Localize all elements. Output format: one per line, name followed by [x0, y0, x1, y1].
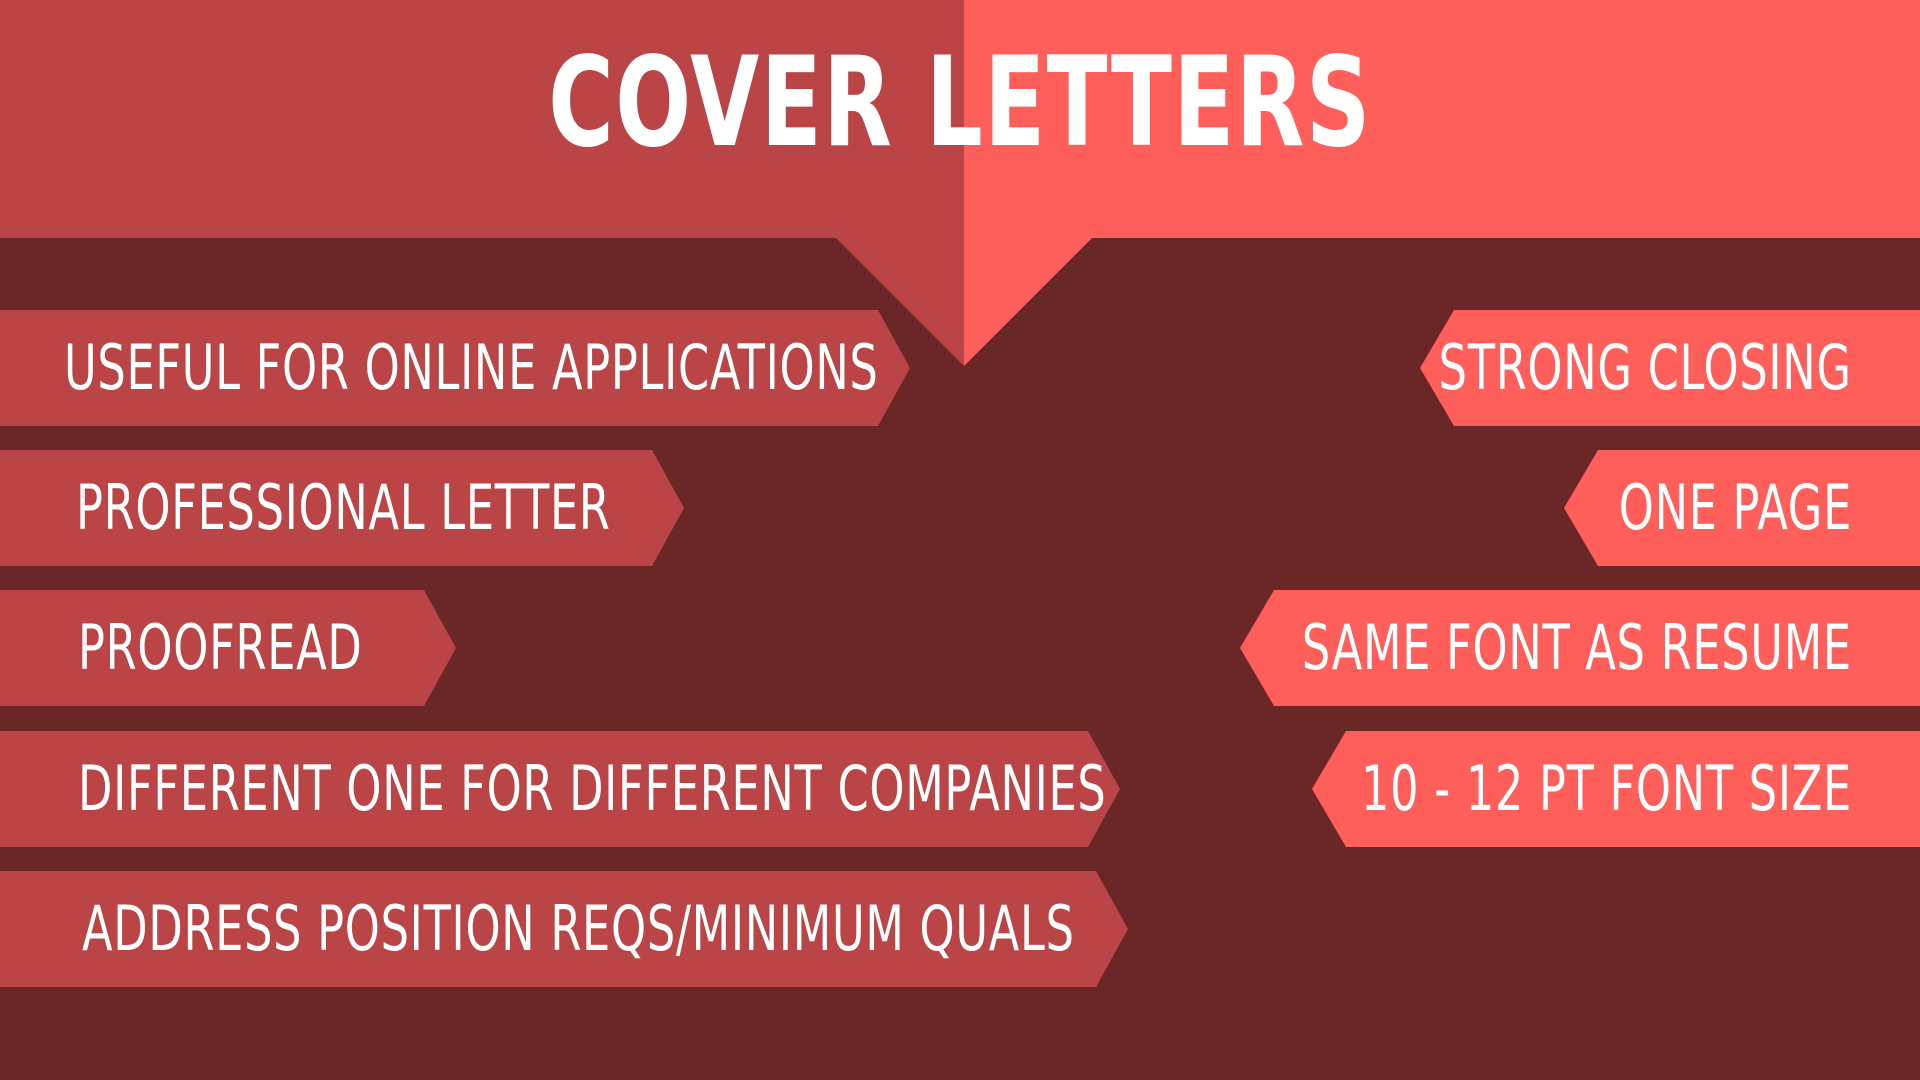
left-item-label: PROOFREAD: [78, 611, 363, 684]
right-item-label: STRONG CLOSING: [1438, 331, 1852, 404]
left-item-banner: PROFESSIONAL LETTER: [0, 450, 684, 566]
right-item-banner: SAME FONT AS RESUME: [1240, 590, 1920, 706]
left-item-label: ADDRESS POSITION REQS/MINIMUM QUALS: [82, 892, 1075, 965]
right-item-label: SAME FONT AS RESUME: [1302, 611, 1852, 684]
right-item-label: ONE PAGE: [1618, 471, 1852, 544]
left-item-banner: PROOFREAD: [0, 590, 456, 706]
left-header-panel: [0, 0, 964, 366]
right-item-label: 10 - 12 PT FONT SIZE: [1360, 752, 1852, 825]
page-title: COVER LETTERS: [548, 31, 1372, 175]
left-item-banner: ADDRESS POSITION REQS/MINIMUM QUALS: [0, 871, 1128, 987]
right-item-banner: ONE PAGE: [1564, 450, 1920, 566]
left-item-banner: USEFUL FOR ONLINE APPLICATIONS: [0, 310, 910, 426]
left-item-label: PROFESSIONAL LETTER: [76, 471, 611, 544]
right-item-banner: 10 - 12 PT FONT SIZE: [1312, 731, 1920, 847]
left-item-label: USEFUL FOR ONLINE APPLICATIONS: [64, 331, 879, 404]
right-item-banner: STRONG CLOSING: [1420, 310, 1920, 426]
right-header-panel: [964, 0, 1920, 366]
left-item-banner: DIFFERENT ONE FOR DIFFERENT COMPANIES: [0, 731, 1120, 847]
left-item-label: DIFFERENT ONE FOR DIFFERENT COMPANIES: [78, 752, 1107, 825]
